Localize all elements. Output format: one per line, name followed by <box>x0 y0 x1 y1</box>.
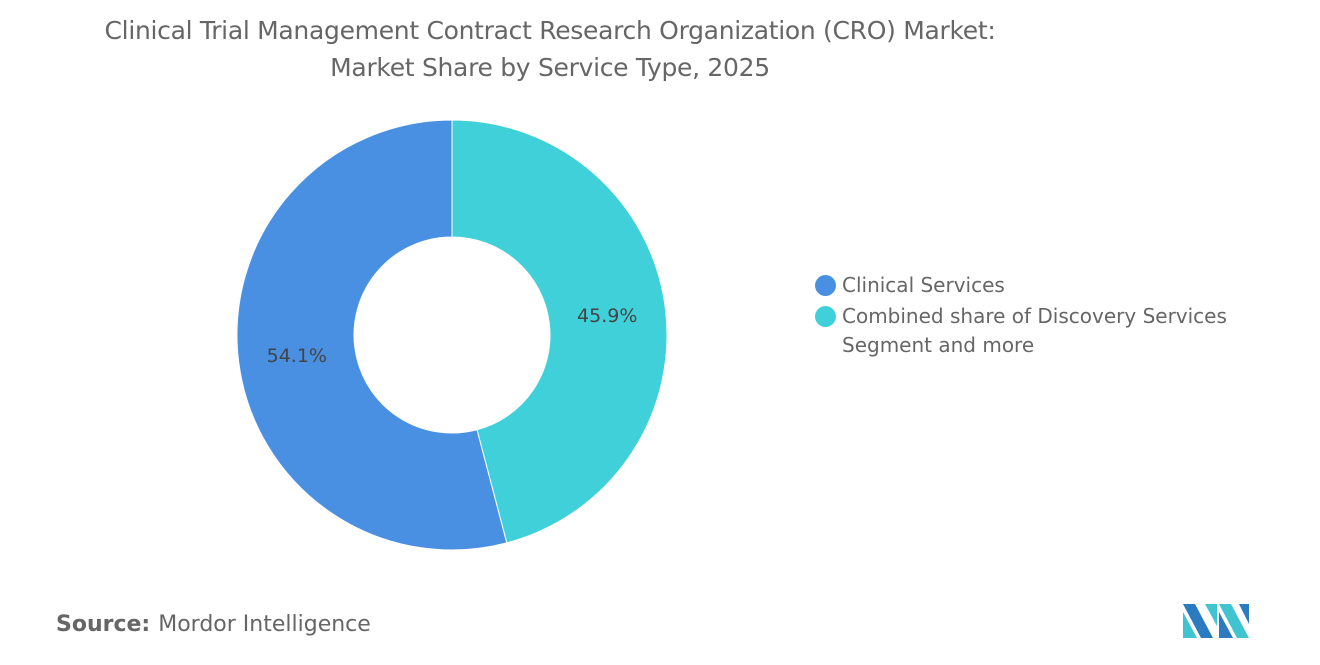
legend-swatch <box>815 306 836 327</box>
mordor-intelligence-logo <box>1183 604 1249 638</box>
title-line-2: Market Share by Service Type, 2025 <box>330 53 770 82</box>
legend-item-clinical-services[interactable]: Clinical Services <box>815 271 1242 300</box>
source-value: Mordor Intelligence <box>158 612 371 637</box>
legend: Clinical Services Combined share of Disc… <box>815 271 1242 362</box>
source-label: Source: <box>56 612 151 637</box>
title-line-1: Clinical Trial Management Contract Resea… <box>104 16 996 45</box>
slice-1[interactable] <box>236 119 508 551</box>
legend-swatch <box>815 275 836 296</box>
source-note: Source: Mordor Intelligence <box>56 612 371 637</box>
slice-label-1: 54.1% <box>267 345 327 367</box>
slice-0[interactable] <box>451 119 668 544</box>
slice-label-0: 45.9% <box>577 305 637 327</box>
legend-label: Combined share of Discovery Services Seg… <box>842 304 1227 357</box>
legend-label: Clinical Services <box>842 273 1005 297</box>
legend-item-discovery-services[interactable]: Combined share of Discovery Services Seg… <box>815 302 1242 360</box>
chart-title: Clinical Trial Management Contract Resea… <box>0 12 1100 86</box>
